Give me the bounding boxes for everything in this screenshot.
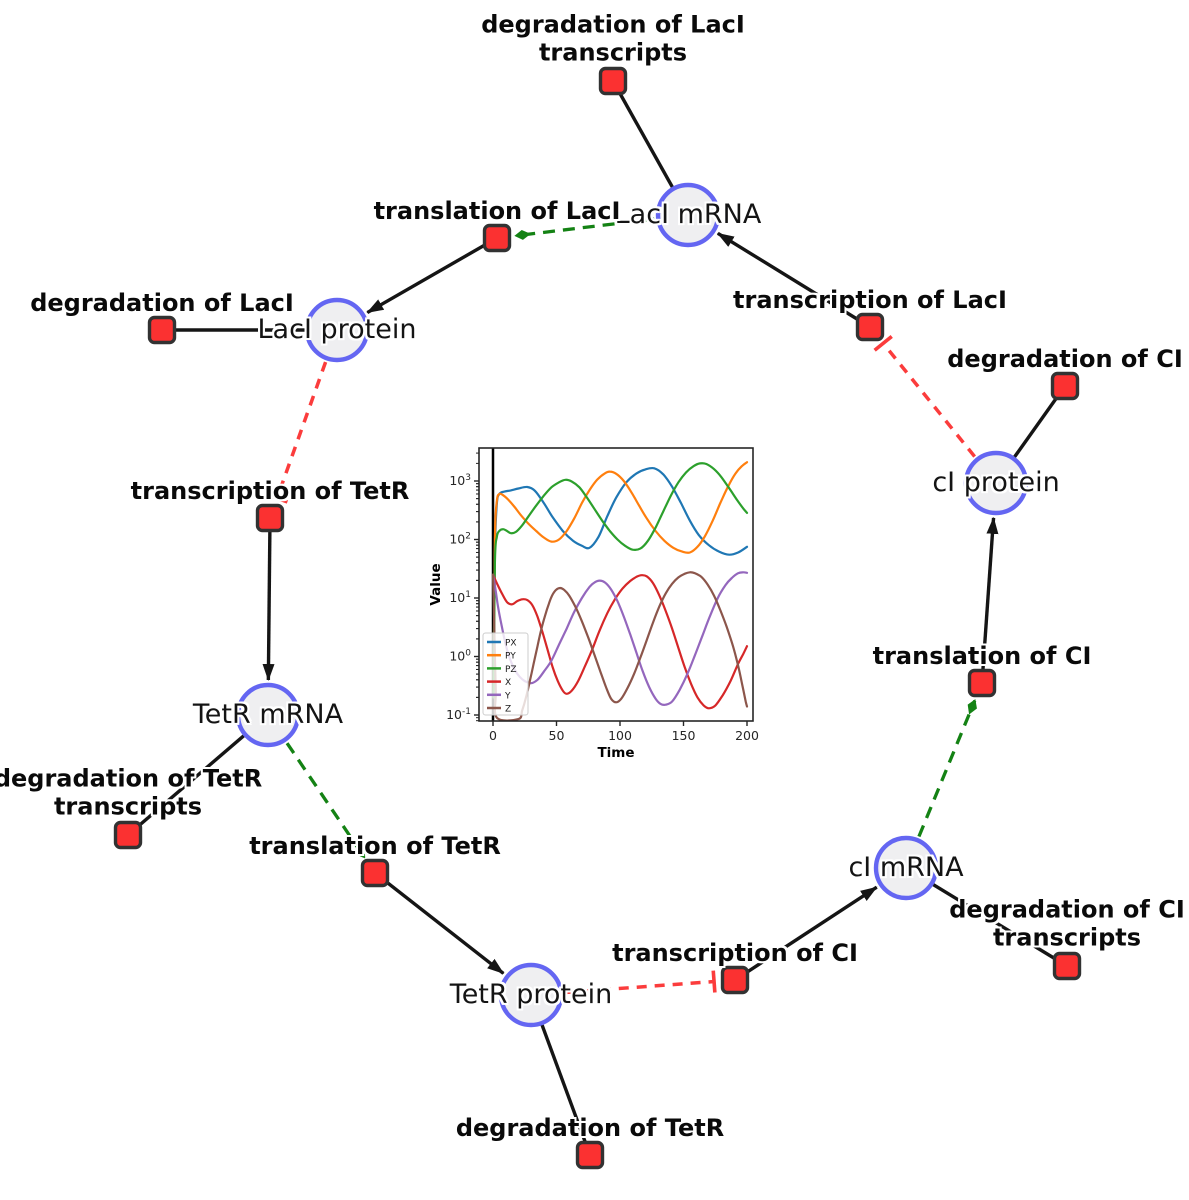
- x-axis: 0 50 100 150 200: [489, 721, 759, 743]
- axes-frame: [478, 447, 754, 722]
- x-tick-label: 100: [608, 728, 632, 743]
- edge-translation-laci-mrna-tl-laci: [514, 217, 655, 240]
- series-line-py: [492, 461, 749, 699]
- legend-entry-py: PY: [505, 652, 516, 662]
- series-line-px: [492, 466, 749, 699]
- edge-production-tl-tetr-tetr-protein: [373, 871, 505, 975]
- edge-inhibition-laci-protein-tx-tetr: [266, 361, 328, 504]
- species-node-tetr-protein: [498, 962, 564, 1028]
- y-tick-label: 102: [449, 532, 471, 547]
- edge-translation-tetr-mrna-tl-tetr: [285, 742, 366, 859]
- y-tick-label: 100: [449, 649, 471, 664]
- reaction-node-deg-ci-tx: [1052, 951, 1082, 981]
- y-tick-label: 103: [449, 473, 471, 488]
- x-tick-label: 200: [735, 728, 759, 743]
- legend-entry-pz: PZ: [505, 665, 517, 675]
- edge-production-tx-tetr-tetr-mrna: [262, 517, 275, 682]
- reaction-node-deg-laci: [147, 315, 177, 345]
- reaction-node-tx-laci: [855, 312, 885, 342]
- species-node-laci-mrna: [655, 182, 721, 248]
- legend-entry-x: X: [505, 678, 511, 688]
- reaction-node-deg-ci: [1050, 371, 1080, 401]
- reaction-nodes-group: [113, 66, 1082, 1170]
- edge-production-tl-ci-ci-protein: [980, 516, 999, 684]
- edge-inhibition-tetr-protein-tx-ci: [564, 970, 717, 995]
- edge-inhibition-ci-protein-tx-laci: [873, 335, 976, 458]
- chart-series-group: [491, 461, 749, 721]
- species-nodes-group: [235, 182, 1029, 1028]
- y-tick-label: 101: [449, 590, 471, 605]
- y-tick-label: 10-1: [446, 707, 471, 722]
- reaction-node-tl-ci: [967, 668, 997, 698]
- series-line-x: [491, 573, 749, 710]
- chart-legend: PX PY PZ XYZ: [482, 632, 529, 716]
- reaction-node-tx-ci: [720, 965, 750, 995]
- x-tick-label: 50: [549, 728, 565, 743]
- legend-entry-px: PX: [505, 639, 517, 649]
- x-tick-label: 150: [672, 728, 696, 743]
- reaction-node-deg-laci-tx: [598, 66, 628, 96]
- series-line-z: [491, 571, 749, 721]
- x-tick-label: 0: [489, 728, 497, 743]
- species-node-laci-protein: [304, 297, 370, 363]
- x-axis-label: Time: [597, 745, 634, 761]
- y-axis-label: Value: [430, 563, 444, 605]
- legend-entry-z: Z: [505, 705, 511, 715]
- species-node-tetr-mrna: [235, 682, 301, 748]
- legend-entry-y: Y: [504, 691, 511, 701]
- edge-production-tl-laci-laci-protein: [366, 236, 498, 315]
- reaction-node-deg-tetr: [575, 1140, 605, 1170]
- edge-translation-ci-mrna-tl-ci: [917, 699, 977, 838]
- y-axis: 10-1 100 101 102 103: [446, 452, 479, 722]
- species-node-ci-protein: [963, 450, 1029, 516]
- edge-production-tx-ci-ci-mrna: [734, 885, 878, 982]
- reaction-node-tl-laci: [482, 223, 512, 253]
- series-line-pz: [492, 462, 749, 699]
- reaction-node-tl-tetr: [360, 858, 390, 888]
- reaction-node-deg-tetr-tx: [113, 820, 143, 850]
- edge-production-tx-laci-laci-mrna: [716, 231, 871, 329]
- species-node-ci-mrna: [873, 835, 939, 901]
- reaction-node-tx-tetr: [255, 503, 285, 533]
